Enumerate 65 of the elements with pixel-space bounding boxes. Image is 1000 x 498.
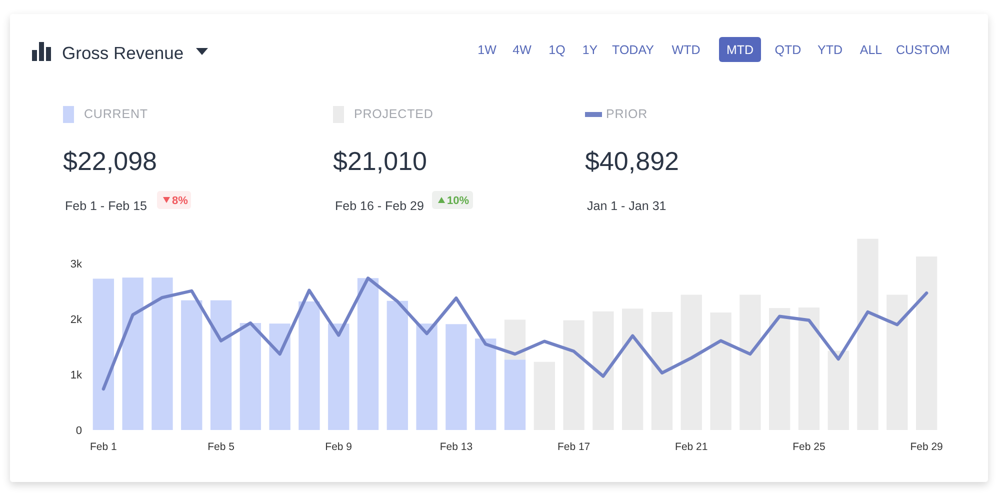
bar [651,312,673,430]
bar [798,308,820,430]
bar [886,294,908,430]
x-tick-label: Feb 1 [90,441,118,453]
bar [210,300,232,430]
text: Feb 1 - Feb 15 [65,199,148,213]
text: TODAY [612,43,655,57]
text: YTD [818,43,842,57]
text: 1Y [582,43,598,57]
text: $40,892 [585,146,679,176]
text: 1W [478,43,497,57]
bar [768,308,790,430]
text: Jan 1 - Jan 31 [587,199,666,213]
bar [122,278,144,430]
text: $21,010 [333,146,427,176]
text: 1Q [548,43,566,57]
text: 8% [172,195,188,207]
bar [181,300,202,430]
legend-label: PROJECTED [354,107,434,121]
x-tick-label: Feb 17 [557,441,590,453]
x-tick-label: Feb 29 [910,441,944,453]
bar [328,324,350,430]
x-tick-label: Feb 13 [440,441,473,453]
text: QTD [774,43,802,57]
text: 10% [447,195,470,207]
bar [680,294,702,430]
x-tick-label: Feb 21 [675,441,708,453]
legend-label: PRIOR [606,107,648,121]
x-tick-label: Feb 5 [208,441,235,453]
bar [446,324,467,430]
y-tick-label: 1k [70,369,82,382]
bar [298,301,320,430]
y-tick-label: 3k [70,258,82,271]
text: $22,098 [63,146,157,176]
text: WTD [672,43,700,57]
text: MTD [726,43,754,57]
bar [710,312,732,430]
bar [386,300,408,430]
text: 4W [512,43,532,57]
bar [92,278,114,430]
bar [740,294,761,430]
x-tick-label: Feb 25 [792,441,826,453]
bar [504,320,526,360]
bar [357,278,379,430]
bar [416,324,438,430]
bar [269,324,290,430]
y-tick-label: 0 [76,424,82,437]
bar [563,320,584,430]
bar [828,350,849,430]
x-tick-label: Feb 9 [325,441,352,453]
bar [475,338,496,430]
y-tick-label: 2k [70,314,82,326]
text: CUSTOM [896,43,950,57]
line-series [102,276,928,391]
bar [152,278,173,430]
bar [857,238,878,430]
bar [504,360,526,430]
text: Feb 16 - Feb 29 [335,199,424,213]
chart-title: Gross Revenue [62,43,184,63]
text: ALL [860,43,882,57]
bar [916,256,938,430]
bar [622,308,644,430]
bar [592,311,614,430]
legend-label: CURRENT [84,107,148,121]
bar [240,323,262,430]
